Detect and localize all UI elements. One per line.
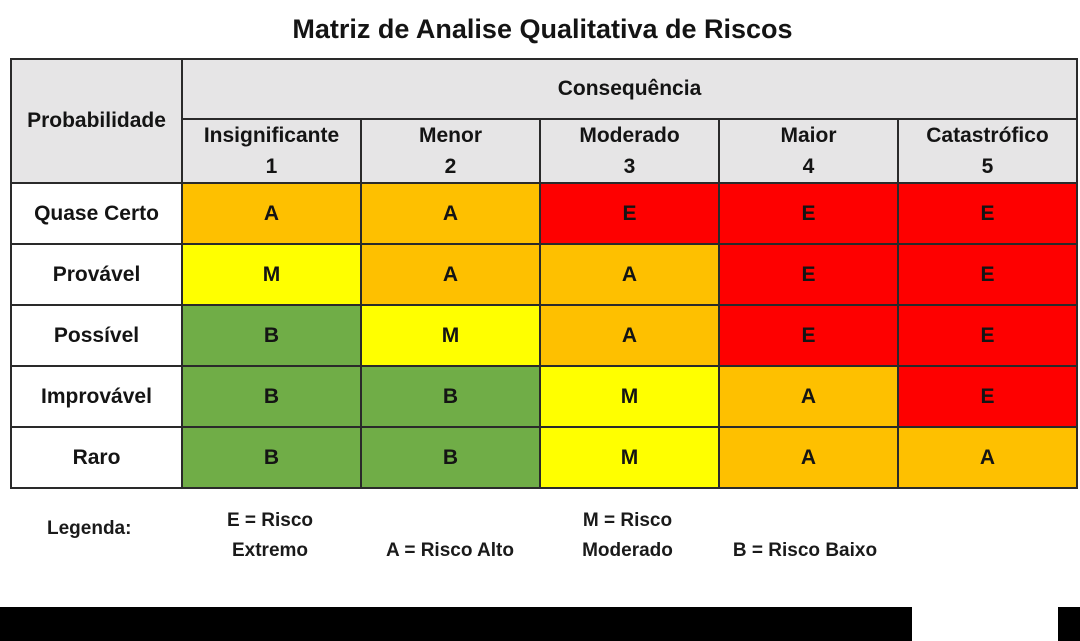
column-name: Insignificante: [203, 124, 340, 147]
risk-cell: M: [360, 304, 541, 367]
legend-line: Moderado: [582, 540, 673, 561]
risk-cell: B: [181, 304, 362, 367]
legend-item-extremo: E = Risco Extremo: [210, 506, 330, 566]
legend-item-moderado: M = Risco Moderado: [565, 506, 690, 566]
risk-cell: A: [539, 304, 720, 367]
risk-cell: E: [718, 304, 899, 367]
row-label-possivel: Possível: [10, 304, 183, 367]
matrix-title: Matriz de Analise Qualitativa de Riscos: [292, 14, 793, 44]
column-header-maior: Maior 4: [718, 118, 899, 184]
legend-line: [370, 506, 530, 536]
risk-cell: B: [360, 365, 541, 428]
legend-item-alto: A = Risco Alto: [370, 506, 530, 566]
row-label-quase-certo: Quase Certo: [10, 182, 183, 245]
table-row: Raro B B M A A: [10, 426, 1078, 489]
table-row: Improvável B B M A E: [10, 365, 1078, 428]
risk-matrix-table: Probabilidade Consequência Insignificant…: [10, 58, 1078, 489]
risk-cell: M: [539, 426, 720, 489]
column-name: Maior: [780, 124, 837, 147]
column-header-catastrofico: Catastrófico 5: [897, 118, 1078, 184]
risk-cell: E: [897, 243, 1078, 306]
legend-line: Extremo: [231, 540, 309, 561]
column-value: 5: [981, 155, 994, 178]
row-label-raro: Raro: [10, 426, 183, 489]
risk-cell: A: [897, 426, 1078, 489]
black-bar-right: [1058, 607, 1080, 641]
row-label-provavel: Provável: [10, 243, 183, 306]
legend-line: A = Risco Alto: [386, 540, 514, 561]
column-header-insignificante: Insignificante 1: [181, 118, 362, 184]
legend-line: B = Risco Baixo: [732, 540, 878, 561]
legend-line: [715, 506, 895, 536]
risk-cell: B: [181, 365, 362, 428]
column-header-moderado: Moderado 3: [539, 118, 720, 184]
column-value: 1: [265, 155, 278, 178]
table-row: Quase Certo A A E E E: [10, 182, 1078, 245]
risk-cell: E: [718, 182, 899, 245]
row-label-improvavel: Improvável: [10, 365, 183, 428]
black-bar-left: [0, 607, 912, 641]
risk-cell: B: [360, 426, 541, 489]
probability-header: Probabilidade: [10, 58, 183, 184]
risk-cell: A: [360, 182, 541, 245]
risk-cell: M: [181, 243, 362, 306]
risk-cell: M: [539, 365, 720, 428]
risk-cell: A: [718, 365, 899, 428]
table-row: Provável M A A E E: [10, 243, 1078, 306]
legend: Legenda: E = Risco Extremo A = Risco Alt…: [0, 506, 1080, 566]
risk-cell: E: [718, 243, 899, 306]
column-header-menor: Menor 2: [360, 118, 541, 184]
risk-cell: A: [539, 243, 720, 306]
consequence-header: Consequência: [181, 58, 1078, 120]
column-name: Menor: [419, 124, 482, 147]
legend-item-baixo: B = Risco Baixo: [715, 506, 895, 566]
table-row: Possível B M A E E: [10, 304, 1078, 367]
column-value: 3: [623, 155, 636, 178]
risk-cell: B: [181, 426, 362, 489]
legend-line: E = Risco: [226, 510, 314, 531]
legend-label: Legenda:: [47, 518, 132, 539]
risk-cell: A: [360, 243, 541, 306]
risk-cell: E: [897, 182, 1078, 245]
risk-cell: A: [181, 182, 362, 245]
risk-cell: A: [718, 426, 899, 489]
risk-cell: E: [897, 304, 1078, 367]
risk-cell: E: [897, 365, 1078, 428]
legend-line: M = Risco: [582, 510, 673, 531]
column-value: 4: [802, 155, 815, 178]
risk-cell: E: [539, 182, 720, 245]
column-name: Moderado: [579, 124, 680, 147]
column-value: 2: [444, 155, 457, 178]
column-name: Catastrófico: [926, 124, 1049, 147]
